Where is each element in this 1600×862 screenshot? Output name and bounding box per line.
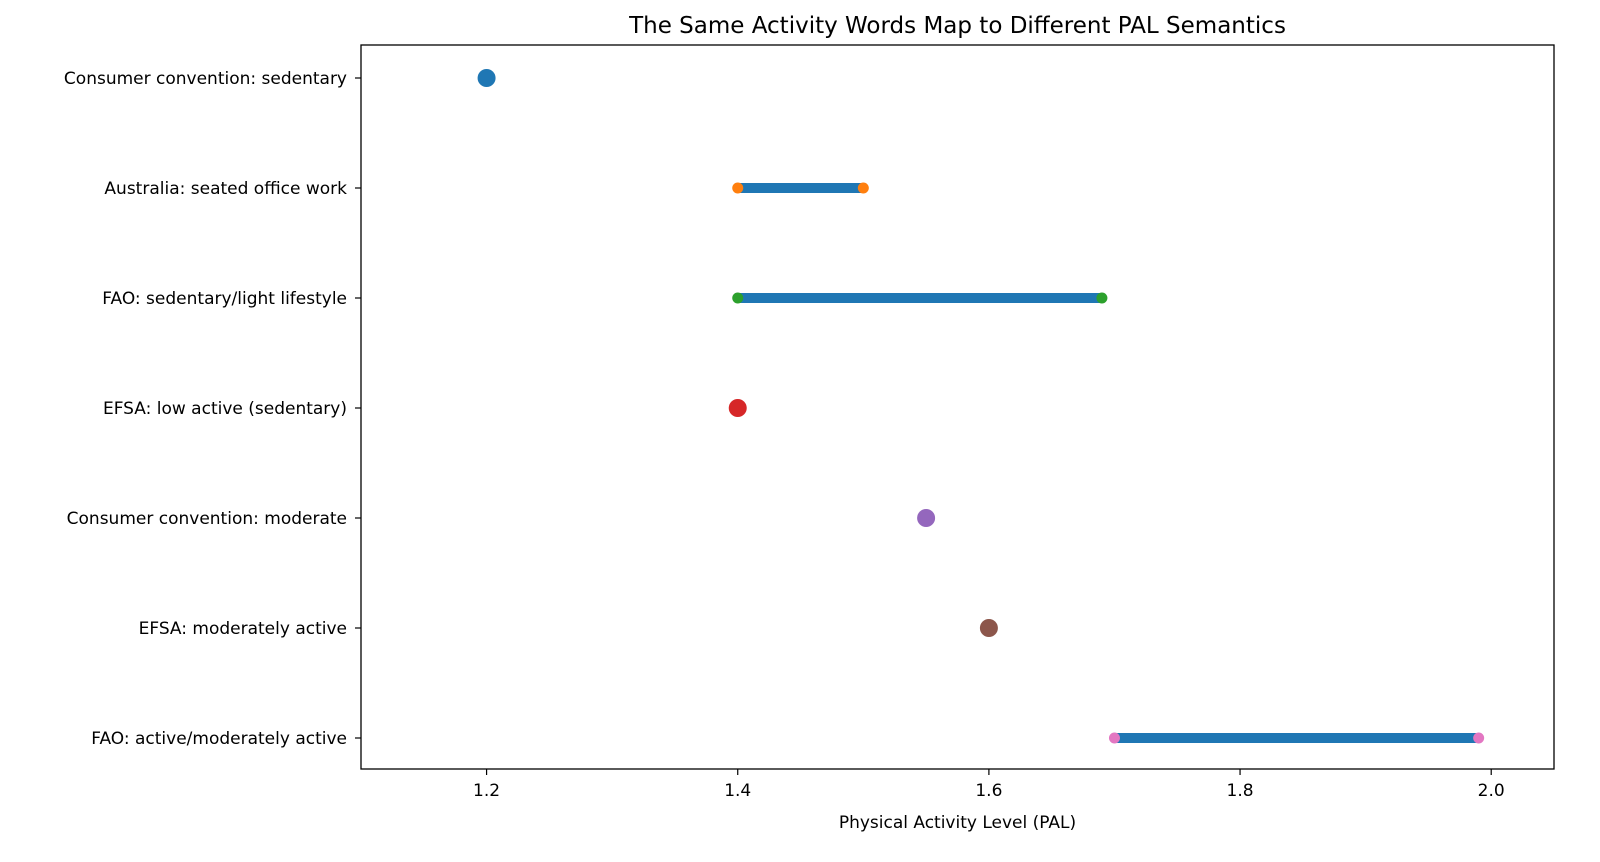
y-tick-label: FAO: sedentary/light lifestyle: [102, 289, 347, 309]
y-tick-label: Consumer convention: moderate: [67, 509, 347, 529]
y-tick-label: Australia: seated office work: [104, 179, 347, 199]
range-end-point: [1473, 732, 1485, 744]
range-start-point: [732, 182, 744, 194]
point-marker: [917, 509, 936, 527]
x-tick-label: 1.2: [473, 781, 500, 801]
x-tick-label: 1.4: [724, 781, 751, 801]
y-axis: Consumer convention: sedentary Australia:…: [64, 69, 361, 749]
y-tick-label: FAO: active/moderately active: [91, 729, 347, 749]
x-axis: 1.2 1.4 1.6 1.8 2.0: [473, 769, 1505, 801]
y-tick-label: Consumer convention: sedentary: [64, 69, 347, 89]
x-axis-label: Physical Activity Level (PAL): [839, 813, 1076, 833]
range-start-point: [732, 292, 744, 304]
y-tick-label: EFSA: low active (sedentary): [103, 399, 347, 419]
range-end-point: [1096, 292, 1108, 304]
point-marker: [477, 69, 496, 87]
x-tick-label: 1.8: [1227, 781, 1254, 801]
y-tick-label: EFSA: moderately active: [139, 619, 347, 639]
point-marker: [728, 399, 747, 417]
plot-area: [477, 69, 1485, 744]
range-start-point: [1108, 732, 1120, 744]
range-end-point: [857, 182, 869, 194]
x-tick-label: 1.6: [975, 781, 1002, 801]
x-tick-label: 2.0: [1478, 781, 1505, 801]
point-marker: [979, 619, 998, 637]
axes-frame: [360, 44, 1555, 770]
chart-title: The Same Activity Words Map to Different…: [628, 13, 1286, 39]
